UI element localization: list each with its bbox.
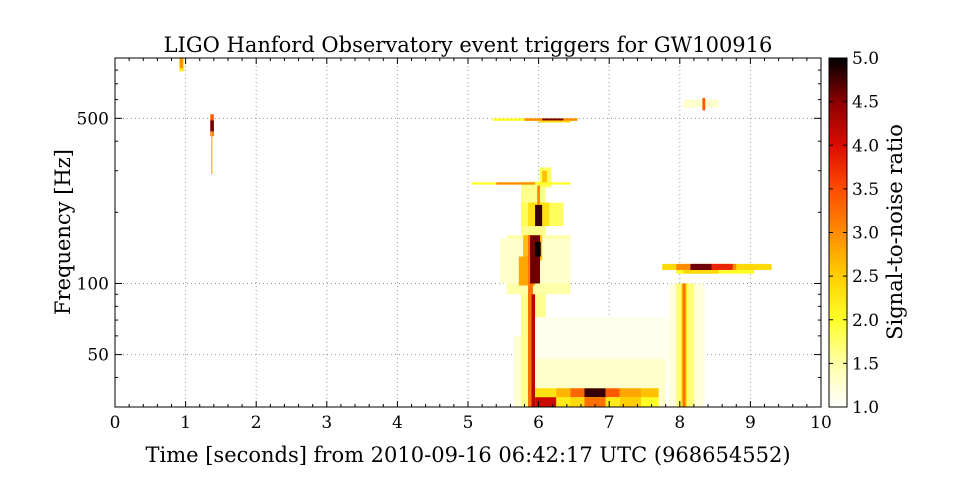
x-tick-label: 9 (745, 413, 756, 433)
trigger-tile (535, 388, 557, 398)
trigger-tile (556, 397, 571, 407)
trigger-tiles (179, 58, 772, 407)
y-tick-label: 100 (77, 274, 109, 294)
chart-title: LIGO Hanford Observatory event triggers … (164, 33, 773, 57)
trigger-tile (683, 270, 719, 274)
trigger-tile (535, 397, 557, 407)
x-tick-label: 10 (810, 413, 832, 433)
trigger-tile (535, 241, 541, 257)
trigger-tile (496, 182, 536, 185)
y-axis-label: Frequency [Hz] (51, 149, 75, 315)
trigger-tile (210, 120, 214, 132)
trigger-tile (619, 397, 641, 407)
colorbar-label: Signal-to-noise ratio (883, 124, 907, 340)
x-tick-label: 2 (251, 413, 262, 433)
colorbar-tick-label: 1.0 (852, 398, 879, 418)
trigger-tile (605, 388, 620, 398)
trigger-tile (528, 235, 533, 407)
x-tick-label: 0 (110, 413, 121, 433)
trigger-tile (530, 235, 541, 284)
trigger-tile (570, 388, 585, 398)
trigger-tile (584, 397, 606, 407)
colorbar-ticks: 1.0 1.5 2.0 2.5 3.0 3.5 4.0 4.5 5.0 (829, 49, 879, 418)
colorbar-tick-label: 2.5 (852, 267, 879, 287)
y-axis: 50 100 500 (77, 57, 821, 408)
trigger-tile (535, 204, 543, 227)
trigger-tile (619, 388, 641, 398)
trigger-tile (640, 388, 659, 398)
trigger-tile (584, 388, 606, 398)
trigger-tile (537, 185, 541, 205)
trigger-tile (542, 170, 548, 184)
x-tick-label: 6 (533, 413, 544, 433)
trigger-tile (211, 131, 213, 175)
x-tick-label: 8 (674, 413, 685, 433)
colorbar-tick-label: 2.0 (852, 311, 879, 331)
trigger-tile (538, 120, 571, 123)
x-tick-label: 7 (604, 413, 615, 433)
trigger-tile (683, 99, 719, 108)
x-tick-label: 4 (392, 413, 403, 433)
trigger-tile (542, 118, 564, 121)
x-axis-label: Time [seconds] from 2010-09-16 06:42:17 … (145, 443, 790, 467)
x-axis: 0 1 2 3 4 5 6 7 8 9 10 (110, 58, 832, 433)
trigger-tile (711, 263, 733, 271)
trigger-tile (531, 294, 536, 407)
colorbar-tick-label: 3.0 (852, 224, 879, 244)
trigger-tile (690, 263, 712, 271)
x-tick-label: 1 (180, 413, 191, 433)
trigger-tile (682, 283, 686, 407)
trigger-tile (605, 397, 620, 407)
colorbar-tick-label: 3.5 (852, 180, 879, 200)
trigger-tile (702, 97, 706, 111)
colorbar-tick-label: 4.0 (852, 136, 879, 156)
colorbar-tick-label: 4.5 (852, 93, 879, 113)
trigger-tile (556, 388, 571, 398)
x-tick-label: 5 (463, 413, 474, 433)
colorbar-tick-label: 1.5 (852, 354, 879, 374)
x-tick-label: 3 (321, 413, 332, 433)
colorbar-gradient (829, 58, 847, 407)
y-tick-label: 50 (87, 346, 109, 366)
trigger-tile (179, 58, 183, 69)
trigger-tile (570, 397, 585, 407)
colorbar-tick-label: 5.0 (852, 49, 879, 69)
y-tick-label: 500 (77, 109, 109, 129)
